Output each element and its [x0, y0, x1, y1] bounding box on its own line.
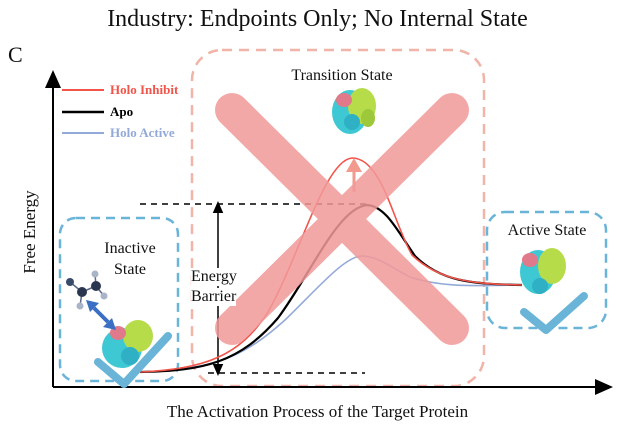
legend-label-holo-active: Holo Active [110, 125, 175, 140]
active-state-label: Active State [507, 222, 587, 239]
active-check-mark [520, 292, 588, 334]
upward-arrow-head [346, 158, 362, 172]
y-axis-label: Free Energy [20, 190, 39, 274]
ligand-molecule-icon [66, 270, 108, 310]
figure-title: Industry: Endpoints Only; No Internal St… [107, 6, 528, 32]
binding-arrow-head-top [86, 300, 99, 312]
protein-icon-transition [332, 88, 376, 134]
protein-icon-inactive [102, 320, 153, 368]
energy-barrier-label-line1: Energy [191, 268, 237, 286]
holo-inhibit-curve [139, 157, 523, 373]
x-axis-label: The Activation Process of the Target Pro… [166, 402, 469, 421]
transition-state-label: Transition State [291, 67, 393, 84]
protein-icon-active [520, 248, 566, 294]
inactive-state-box [58, 216, 180, 383]
inactive-state-label-line2: State [114, 261, 146, 278]
binding-arrow-head-bottom [103, 318, 116, 330]
panel-label: C [8, 42, 23, 67]
legend-label-apo: Apo [110, 104, 134, 119]
legend-label-holo-inhibit: Holo Inhibit [110, 82, 179, 97]
inactive-state-label-line1: Inactive [104, 240, 156, 257]
transition-cross-mark [215, 93, 469, 345]
inactive-check-mark [94, 332, 172, 388]
binding-double-arrow [92, 306, 110, 324]
energy-barrier-label-line2: Barrier [191, 288, 237, 306]
